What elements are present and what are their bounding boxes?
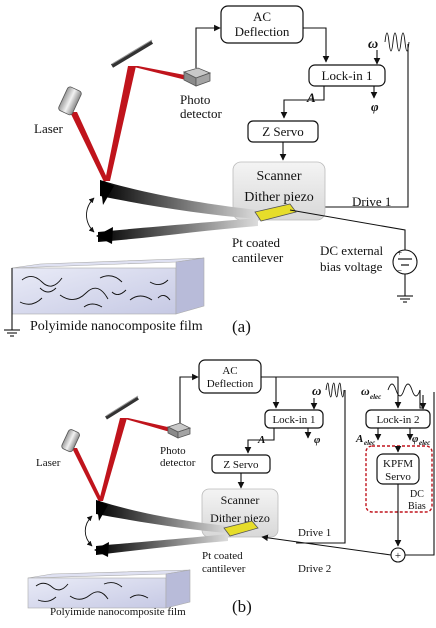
film-label: Polyimide nanocomposite film — [30, 319, 203, 334]
photodetector-label-1: Photo — [160, 445, 186, 457]
lock-in-2-box — [365, 409, 431, 429]
cantilever-lower — [98, 218, 258, 242]
photodetector-label-1: Photo — [180, 92, 210, 107]
phase-label: φ — [314, 434, 321, 446]
laser-icon — [61, 429, 80, 453]
mirror-icon — [105, 395, 139, 420]
panel-a: Laser Photo detector AC Deflection ω Loc… — [4, 5, 418, 337]
cantilever-label-1: Pt coated — [232, 235, 281, 250]
ac-deflection-box — [220, 5, 304, 44]
ac-deflection-label-2: Deflection — [207, 378, 254, 390]
dc-bias-label-1: DC — [410, 489, 424, 500]
dither-piezo-label: Dither piezo — [244, 190, 314, 205]
cantilever-label-1: Pt coated — [202, 550, 243, 562]
kpfm-dashed-group — [365, 445, 433, 513]
cantilever-upper — [100, 180, 258, 219]
amplitude-elec-label: A — [355, 433, 363, 445]
laser-beam — [72, 418, 172, 502]
omega-elec-sub: elec — [370, 393, 381, 401]
piezo-chip — [254, 203, 297, 222]
z-servo-label: Z Servo — [262, 124, 304, 139]
amplitude-label: A — [257, 434, 265, 446]
curved-arrow-icon — [84, 515, 93, 547]
amplitude-elec-sub: elec — [364, 439, 375, 447]
dither-piezo-label: Dither piezo — [210, 511, 270, 525]
scanner-label: Scanner — [256, 169, 301, 184]
photodetector-label-2: detector — [180, 106, 223, 121]
dc-bias-label-2: bias voltage — [320, 259, 383, 274]
mirror-icon — [110, 39, 154, 68]
cantilever-lower — [96, 534, 228, 555]
omega-label: ω — [368, 37, 378, 52]
film-label: Polyimide nanocomposite film — [50, 606, 186, 618]
amplitude-label: A — [306, 90, 316, 105]
phase-elec-label: φ — [412, 433, 419, 445]
ground-icon — [397, 295, 413, 303]
lock-in-1-box — [264, 409, 324, 429]
cantilever-label-2: cantilever — [232, 250, 284, 265]
omega-elec-label: ω — [361, 384, 370, 398]
lock-in-1-label: Lock-in 1 — [322, 68, 373, 83]
laser-beam — [70, 66, 190, 182]
panel-a-label: (a) — [232, 317, 251, 336]
dc-bias-label-2: Bias — [408, 501, 426, 512]
summing-junction-label: + — [395, 550, 401, 562]
kpfm-servo-label-2: Servo — [385, 471, 411, 483]
drive-1-label: Drive 1 — [352, 194, 391, 209]
panel-b: Laser Photo detector AC Deflection ω Loc… — [27, 359, 435, 618]
polyimide-film — [27, 569, 191, 609]
panel-b-label: (b) — [232, 597, 252, 616]
ac-deflection-label-1: AC — [253, 9, 271, 24]
z-servo-label: Z Servo — [223, 459, 259, 471]
ground-icon — [4, 329, 20, 337]
curved-arrow-icon — [86, 197, 95, 233]
drive-1-label: Drive 1 — [298, 527, 331, 539]
laser-icon — [58, 86, 82, 116]
cantilever-label-2: cantilever — [202, 563, 246, 575]
piezo-chip — [223, 520, 259, 537]
kpfm-servo-label-1: KPFM — [383, 458, 413, 470]
svg-text:+: + — [397, 248, 402, 258]
omega-label: ω — [312, 383, 321, 398]
lock-in-1-box — [308, 64, 386, 87]
photodetector-icon — [182, 67, 212, 87]
photodetector-label-2: detector — [160, 457, 196, 469]
ac-deflection-label-2: Deflection — [235, 24, 290, 39]
phase-label: φ — [371, 99, 379, 114]
polyimide-film — [11, 257, 205, 315]
scanner-block — [232, 161, 326, 221]
scanner-block — [201, 488, 279, 538]
laser-label: Laser — [34, 121, 64, 136]
svg-text:–: – — [396, 265, 402, 275]
drive-2-label: Drive 2 — [298, 563, 331, 575]
cantilever-upper — [96, 500, 228, 533]
scanner-label: Scanner — [221, 493, 260, 507]
laser-label: Laser — [36, 457, 61, 469]
sine-wave-icon — [384, 32, 410, 52]
phase-elec-sub: elec — [419, 439, 430, 447]
sine-wave-icon — [387, 383, 421, 397]
dc-bias-label-1: DC external — [320, 243, 384, 258]
lock-in-1-label: Lock-in 1 — [272, 414, 315, 426]
photodetector-icon — [166, 422, 192, 439]
sine-wave-icon — [325, 382, 345, 398]
lock-in-2-label: Lock-in 2 — [376, 414, 419, 426]
ac-deflection-label-1: AC — [222, 365, 237, 377]
